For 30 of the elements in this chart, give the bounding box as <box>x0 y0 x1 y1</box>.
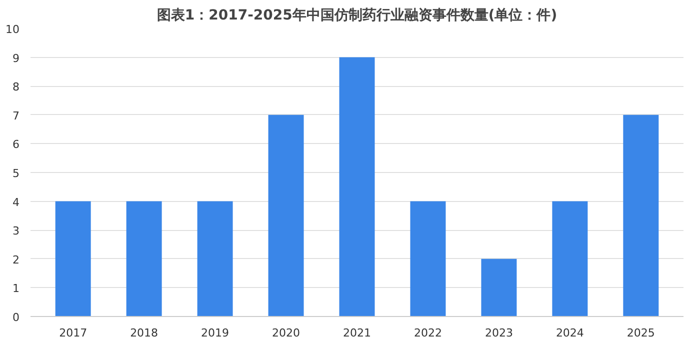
bar <box>339 57 375 316</box>
y-tick-label: 6 <box>12 138 20 152</box>
x-tick-label: 2024 <box>556 326 584 340</box>
bar <box>268 114 304 316</box>
bar <box>552 201 588 316</box>
y-tick-label: 8 <box>12 80 20 94</box>
y-tick-label: 10 <box>6 23 20 36</box>
y-tick-label: 2 <box>12 253 20 266</box>
bar <box>126 201 162 316</box>
x-tick-label: 2017 <box>59 326 88 340</box>
y-tick-label: 5 <box>12 167 20 180</box>
y-tick-label: 9 <box>12 52 20 65</box>
x-tick-label: 2020 <box>272 326 300 340</box>
x-tick-label: 2023 <box>484 326 513 340</box>
chart-title: 图表1：2017-2025年中国仿制药行业融资事件数量(单位：件) <box>156 8 558 24</box>
bar <box>197 201 233 316</box>
y-tick-label: 4 <box>12 196 20 209</box>
bar <box>410 201 446 316</box>
bar <box>55 201 91 316</box>
x-tick-label: 2022 <box>414 326 442 340</box>
y-tick-label: 3 <box>12 224 20 238</box>
x-tick-label: 2018 <box>130 326 158 340</box>
x-tick-label: 2025 <box>626 326 655 340</box>
bar <box>481 258 517 316</box>
y-tick-label: 7 <box>12 109 20 122</box>
y-tick-label: 0 <box>12 311 20 324</box>
bar <box>623 114 659 316</box>
x-tick-label: 2019 <box>201 326 230 340</box>
y-tick-label: 1 <box>12 282 20 296</box>
x-tick-label: 2021 <box>343 326 372 340</box>
